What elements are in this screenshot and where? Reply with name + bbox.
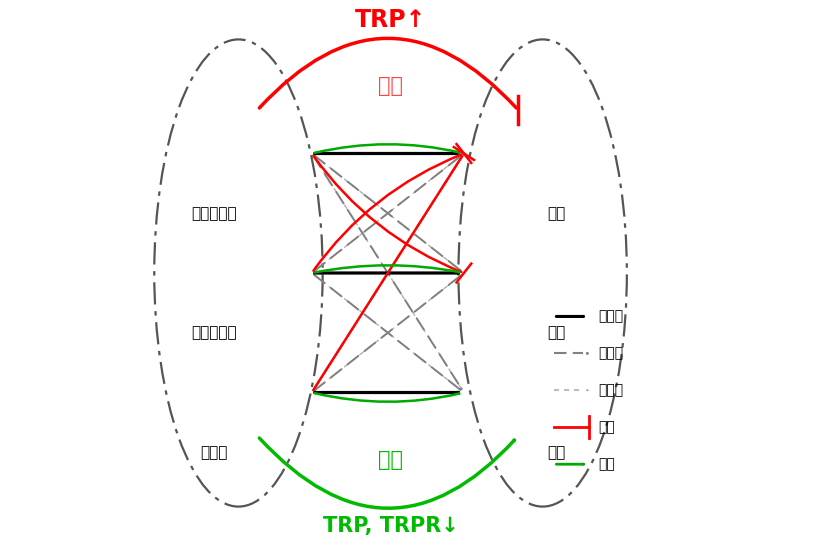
Text: 花蜜: 花蜜 bbox=[547, 206, 565, 221]
Text: 激活: 激活 bbox=[598, 457, 615, 471]
Text: 花粉采集蜂: 花粉采集蜂 bbox=[191, 325, 237, 340]
Text: 抑制: 抑制 bbox=[378, 75, 403, 96]
Text: 中反应: 中反应 bbox=[598, 346, 623, 360]
Text: 激活: 激活 bbox=[378, 450, 403, 471]
Text: 强反应: 强反应 bbox=[598, 310, 623, 323]
Text: 弱反应: 弱反应 bbox=[598, 383, 623, 397]
Text: 哺育蜂: 哺育蜂 bbox=[200, 445, 227, 460]
Text: TRP, TRPR↓: TRP, TRPR↓ bbox=[323, 515, 458, 536]
Text: 抑制: 抑制 bbox=[598, 420, 615, 434]
Text: 花蜜采集蜂: 花蜜采集蜂 bbox=[191, 206, 237, 221]
Text: 幼虫: 幼虫 bbox=[547, 445, 565, 460]
Text: 花粉: 花粉 bbox=[547, 325, 565, 340]
Text: TRP↑: TRP↑ bbox=[355, 8, 427, 32]
